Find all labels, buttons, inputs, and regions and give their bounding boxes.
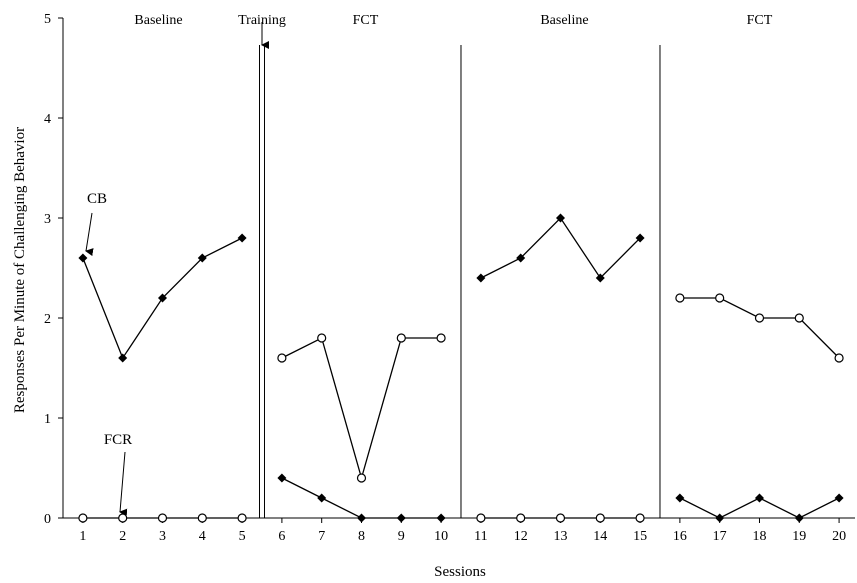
point (197, 513, 207, 523)
point (834, 493, 844, 503)
point (595, 513, 605, 523)
point (516, 513, 526, 523)
x-tick-label: 16 (673, 529, 687, 544)
point (754, 493, 764, 503)
series-line (480, 216, 641, 280)
phase-label: FCT (353, 13, 379, 28)
phase-label: Baseline (134, 13, 182, 28)
x-tick-label: 9 (398, 529, 405, 544)
y-tick-label: 2 (44, 312, 51, 327)
x-tick-label: 3 (159, 529, 166, 544)
point (794, 313, 804, 323)
x-tick-label: 11 (474, 529, 487, 544)
x-tick-label: 1 (79, 529, 86, 544)
point (794, 513, 804, 523)
point (595, 273, 605, 283)
point (436, 513, 446, 523)
y-tick-label: 1 (44, 412, 51, 427)
x-tick-label: 6 (278, 529, 285, 544)
x-tick-label: 2 (119, 529, 126, 544)
x-tick-label: 5 (239, 529, 246, 544)
point (675, 493, 685, 503)
x-tick-label: 10 (434, 529, 448, 544)
x-tick-label: 14 (593, 529, 607, 544)
x-tick-label: 17 (713, 529, 727, 544)
point (78, 513, 88, 523)
point (396, 333, 406, 343)
point (476, 273, 486, 283)
point (157, 513, 168, 523)
point (157, 293, 167, 303)
point (197, 253, 207, 263)
phase-label: Training (238, 13, 286, 28)
point (715, 513, 725, 523)
point (317, 493, 327, 503)
point (118, 513, 128, 523)
y-axis-label: Responses Per Minute of Challenging Beha… (12, 127, 28, 413)
annotation-arrow (119, 451, 128, 517)
series-line (281, 477, 442, 519)
x-tick-label: 4 (199, 529, 206, 544)
point (356, 513, 366, 523)
point (436, 333, 446, 343)
point (396, 513, 406, 523)
series-line (679, 297, 840, 359)
annotation: CB (87, 191, 107, 207)
point (715, 293, 725, 303)
x-tick-label: 8 (358, 529, 365, 544)
point (555, 213, 565, 223)
point (356, 473, 367, 483)
x-tick-label: 12 (514, 529, 528, 544)
point (635, 233, 645, 243)
x-tick-label: 19 (792, 529, 806, 544)
point (317, 333, 327, 343)
y-tick-label: 0 (44, 512, 51, 527)
point (635, 513, 645, 523)
x-tick-label: 13 (553, 529, 567, 544)
point (277, 353, 287, 363)
point (78, 253, 88, 263)
point (277, 473, 287, 483)
phase-label: FCT (747, 13, 773, 28)
point (834, 353, 844, 363)
point (476, 513, 486, 523)
phase-label: Baseline (540, 13, 588, 28)
point (237, 233, 247, 243)
x-tick-label: 7 (318, 529, 325, 544)
y-tick-label: 4 (44, 112, 51, 127)
point (516, 253, 526, 263)
y-tick-label: 5 (44, 12, 51, 27)
x-tick-label: 15 (633, 529, 647, 544)
x-axis-label: Sessions (434, 564, 486, 580)
point (754, 313, 765, 323)
point (555, 513, 566, 523)
point (118, 353, 128, 363)
x-tick-label: 18 (752, 529, 766, 544)
series-line (281, 337, 442, 481)
x-tick-label: 20 (832, 529, 846, 544)
annotation-arrow (85, 212, 94, 257)
y-tick-label: 3 (44, 212, 51, 227)
point (237, 513, 247, 523)
point (675, 293, 685, 303)
annotation: FCR (104, 432, 132, 448)
